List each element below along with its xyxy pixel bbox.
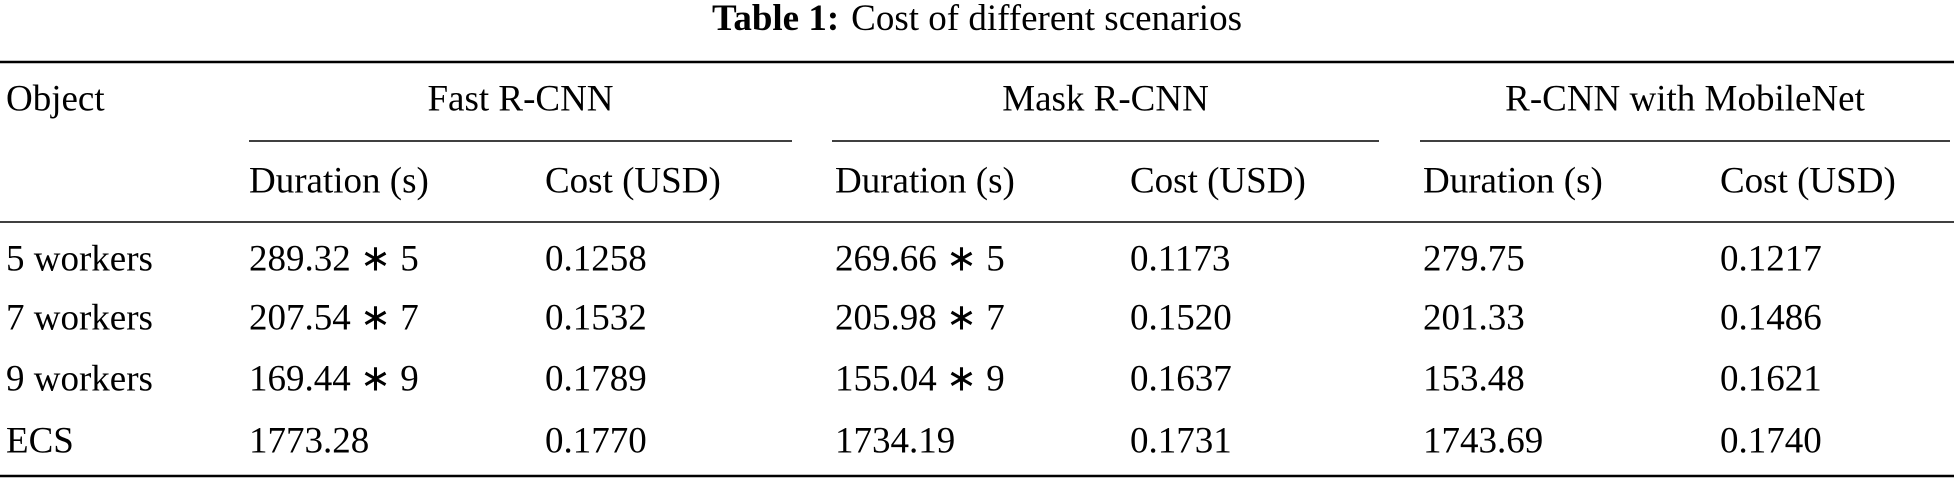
column-header: Cost (USD) (1720, 160, 1896, 201)
cell: 0.1520 (1130, 297, 1232, 338)
cell: 153.48 (1423, 358, 1525, 399)
caption-text: Cost of different scenarios (851, 0, 1242, 39)
cell: 0.1789 (545, 358, 647, 399)
corner-header: Object (6, 78, 105, 119)
caption: Table 1: Cost of different scenarios (712, 0, 1242, 39)
row-label: 7 workers (6, 297, 153, 338)
cell: 0.1770 (545, 420, 647, 461)
cell: 205.98 ∗ 7 (835, 297, 1005, 338)
cell: 0.1486 (1720, 297, 1822, 338)
row-label: 5 workers (6, 238, 153, 279)
cell: 0.1637 (1130, 358, 1232, 399)
column-header: Duration (s) (835, 160, 1015, 201)
cell: 289.32 ∗ 5 (249, 238, 419, 279)
group-header: Mask R-CNN (1002, 78, 1209, 119)
group-header: Fast R-CNN (427, 78, 613, 119)
cell: 1734.19 (835, 420, 955, 461)
column-header: Duration (s) (1423, 160, 1603, 201)
cell: 155.04 ∗ 9 (835, 358, 1005, 399)
cell: 0.1217 (1720, 238, 1822, 279)
cell: 0.1258 (545, 238, 647, 279)
cell: 0.1731 (1130, 420, 1232, 461)
cell: 0.1740 (1720, 420, 1822, 461)
row-label: 9 workers (6, 358, 153, 399)
cell: 0.1173 (1130, 238, 1230, 279)
cell: 269.66 ∗ 5 (835, 238, 1005, 279)
column-header: Cost (USD) (1130, 160, 1306, 201)
column-header: Duration (s) (249, 160, 429, 201)
group-header: R-CNN with MobileNet (1505, 78, 1865, 119)
cell: 1773.28 (249, 420, 369, 461)
cell: 0.1532 (545, 297, 647, 338)
caption-label: Table 1: (712, 0, 839, 39)
row-label: ECS (6, 420, 74, 461)
cell: 169.44 ∗ 9 (249, 358, 419, 399)
cell: 207.54 ∗ 7 (249, 297, 419, 338)
cell: 1743.69 (1423, 420, 1543, 461)
cell: 0.1621 (1720, 358, 1822, 399)
column-header: Cost (USD) (545, 160, 721, 201)
cell: 279.75 (1423, 238, 1525, 279)
cell: 201.33 (1423, 297, 1525, 338)
